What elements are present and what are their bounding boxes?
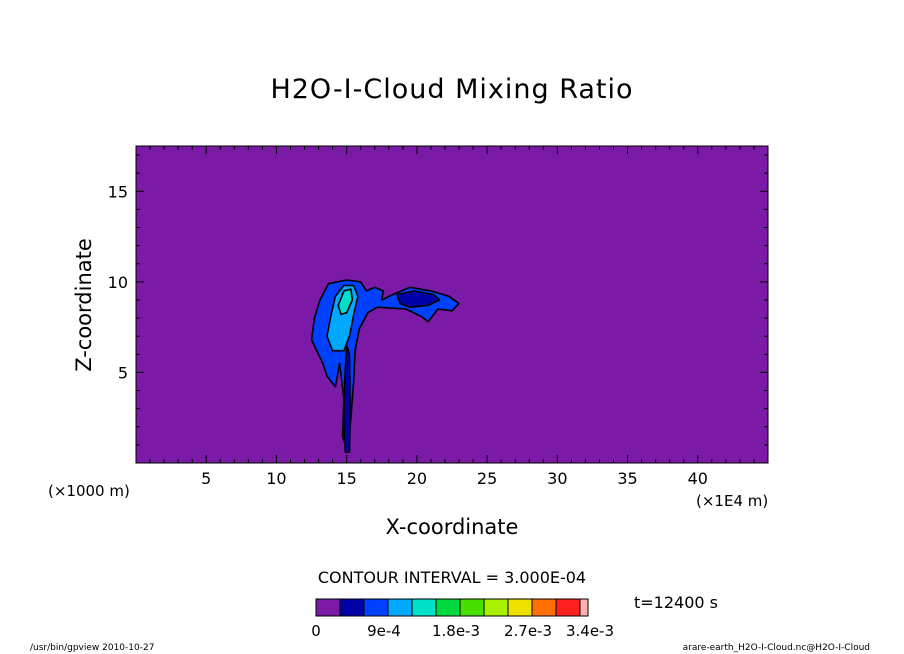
colorbar-label: 0 <box>311 622 321 640</box>
colorbar-cell <box>387 598 413 617</box>
chart-title: H2O-I-Cloud Mixing Ratio <box>270 74 634 105</box>
x-tick-label: 20 <box>407 469 427 488</box>
x-tick-label: 15 <box>336 469 356 488</box>
x-tick-label: 35 <box>617 469 637 488</box>
colorbar-cell <box>363 598 389 617</box>
y-axis-label: Z-coordinate <box>72 238 96 372</box>
y-tick-label: 15 <box>108 182 128 201</box>
colorbar-cell <box>507 598 533 617</box>
footer-right: arare-earth_H2O-I-Cloud.nc@H2O-I-Cloud <box>682 643 870 653</box>
colorbar-cell <box>555 598 581 617</box>
colorbar-cell <box>579 598 589 617</box>
contour-region <box>343 344 352 453</box>
colorbar-label: 3.4e-3 <box>566 622 614 640</box>
x-tick-label: 10 <box>266 469 286 488</box>
time-label: t=12400 s <box>634 593 718 612</box>
colorbar-cell <box>435 598 461 617</box>
y-unit-label: (×1000 m) <box>48 482 130 500</box>
colorbar-cell <box>483 598 509 617</box>
colorbar-label: 2.7e-3 <box>504 622 552 640</box>
colorbar-cell <box>459 598 485 617</box>
contour-region <box>337 288 354 316</box>
colorbar-cell <box>531 598 557 617</box>
x-unit-label: (×1E4 m) <box>696 492 769 510</box>
x-tick-label: 30 <box>547 469 567 488</box>
y-tick-label: 10 <box>108 273 128 292</box>
colorbar-label: 1.8e-3 <box>432 622 480 640</box>
x-axis-label: X-coordinate <box>385 515 519 539</box>
contour-interval-label: CONTOUR INTERVAL = 3.000E-04 <box>317 568 587 587</box>
x-tick-label: 40 <box>688 469 708 488</box>
colorbar-cell <box>315 598 341 617</box>
x-tick-label: 5 <box>201 469 211 488</box>
colorbar-cell <box>339 598 365 617</box>
contour-region <box>396 290 441 309</box>
y-tick-label: 5 <box>118 363 128 382</box>
colorbar-cell <box>411 598 437 617</box>
footer-left: /usr/bin/gpview 2010-10-27 <box>30 643 155 653</box>
plot-frame <box>135 145 769 464</box>
x-tick-label: 25 <box>477 469 497 488</box>
colorbar-label: 9e-4 <box>367 622 401 640</box>
